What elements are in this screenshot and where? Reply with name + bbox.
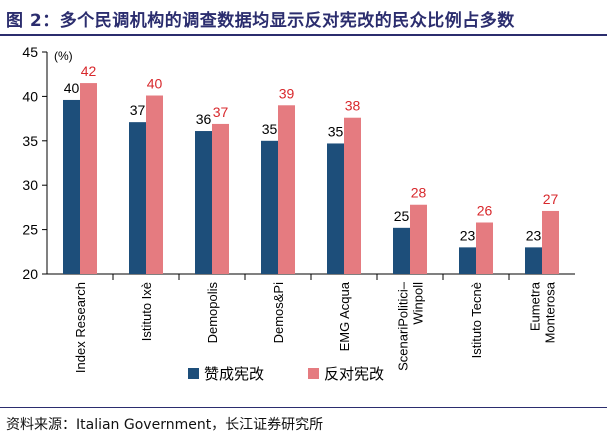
- oppose-bar: [146, 95, 163, 275]
- approve-data-label: 36: [196, 111, 212, 127]
- approve-data-label: 35: [328, 123, 344, 139]
- figure-title: 图 2：多个民调机构的调查数据均显示反对宪改的民众比例占多数: [6, 11, 515, 31]
- x-category-label: Demopolis: [205, 282, 220, 344]
- y-tick-label: 25: [22, 222, 38, 238]
- approve-data-label: 25: [394, 208, 410, 224]
- approve-bar: [525, 247, 542, 274]
- x-category-label: Istituto Ixè: [139, 282, 154, 341]
- oppose-data-label: 26: [477, 202, 493, 218]
- approve-data-label: 23: [526, 227, 542, 243]
- x-category-label: Eumetra: [528, 281, 543, 331]
- oppose-bar: [278, 105, 295, 274]
- oppose-bar: [410, 204, 427, 274]
- approve-bar: [261, 140, 278, 274]
- approve-bar: [63, 99, 80, 274]
- legend-approve-label: 赞成宪改: [204, 366, 264, 383]
- y-tick-label: 45: [22, 44, 38, 60]
- y-tick-label: 20: [22, 266, 38, 282]
- oppose-bar: [80, 83, 97, 274]
- legend-approve-swatch: [188, 368, 199, 379]
- approve-bar: [327, 143, 344, 274]
- legend-oppose-label: 反对宪改: [324, 366, 384, 383]
- approve-bar: [129, 122, 146, 274]
- oppose-data-label: 40: [147, 76, 163, 92]
- legend-oppose-swatch: [308, 368, 319, 379]
- x-category-label: Winpoll: [411, 282, 426, 325]
- x-category-label: EMG Acqua: [337, 281, 352, 351]
- oppose-bar: [542, 210, 559, 274]
- approve-data-label: 35: [262, 121, 278, 137]
- y-tick-label: 40: [22, 88, 38, 104]
- oppose-bar: [212, 123, 229, 274]
- oppose-data-label: 28: [411, 185, 427, 201]
- x-category-label: Demos&Pi: [271, 282, 286, 344]
- x-category-label: Monterosa: [543, 281, 558, 343]
- y-unit-label: (%): [54, 49, 73, 63]
- oppose-data-label: 37: [213, 104, 229, 120]
- y-tick-label: 35: [22, 133, 38, 149]
- x-category-label: Istituto Tecnè: [469, 282, 484, 358]
- oppose-data-label: 38: [345, 98, 361, 114]
- approve-data-label: 23: [460, 227, 476, 243]
- x-category-label: Index Research: [73, 282, 88, 373]
- x-category-label: ScenariPolitici–: [396, 281, 411, 371]
- y-tick-label: 30: [22, 177, 38, 193]
- approve-bar: [459, 247, 476, 274]
- oppose-bar: [344, 117, 361, 274]
- approve-bar: [195, 131, 212, 274]
- approve-data-label: 40: [64, 80, 80, 96]
- source-note: 资料来源：Italian Government，长江证券研究所: [6, 417, 324, 433]
- approve-data-label: 37: [130, 102, 146, 118]
- approve-bar: [393, 227, 410, 274]
- source-divider: [0, 407, 607, 408]
- title-divider: [0, 34, 607, 36]
- oppose-bar: [476, 222, 493, 274]
- oppose-data-label: 39: [279, 85, 295, 101]
- oppose-data-label: 42: [81, 63, 97, 79]
- oppose-data-label: 27: [543, 191, 559, 207]
